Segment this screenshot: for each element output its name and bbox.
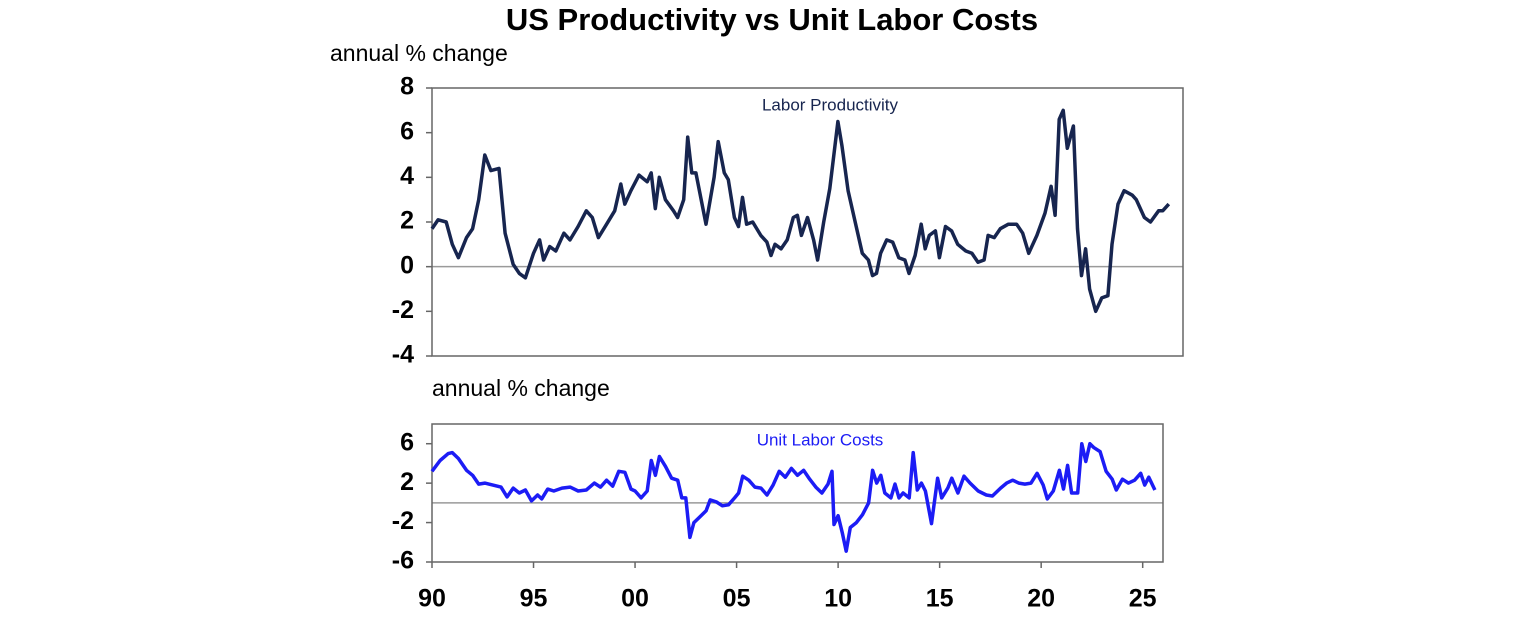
y-tick-label: 8: [400, 73, 414, 101]
x-tick-label: 95: [520, 585, 548, 613]
y-tick-label: 2: [400, 468, 414, 496]
y-tick-label: 4: [400, 162, 414, 190]
x-tick-label: 00: [621, 585, 649, 613]
y-tick-label: -2: [392, 296, 414, 324]
y-tick-label: 6: [400, 428, 414, 456]
x-tick-label: 10: [824, 585, 852, 613]
y-tick-label: -2: [392, 507, 414, 535]
y-tick-label: 6: [400, 117, 414, 145]
x-tick-label: 20: [1027, 585, 1055, 613]
y-tick-label: 2: [400, 207, 414, 235]
y-tick-label: -6: [392, 547, 414, 575]
y-axis-unit: annual % change: [432, 375, 610, 401]
y-axis-unit: annual % change: [330, 40, 508, 66]
series-line: [430, 441, 1157, 553]
y-tick-label: 0: [400, 251, 414, 279]
x-tick-label: 90: [418, 585, 446, 613]
series-label: Labor Productivity: [762, 95, 899, 114]
x-tick-label: 05: [723, 585, 751, 613]
y-tick-label: -4: [392, 341, 414, 369]
x-tick-label: 25: [1129, 585, 1157, 613]
series-line: [430, 108, 1171, 314]
plot-frame: [431, 423, 1164, 563]
chart-title: US Productivity vs Unit Labor Costs: [506, 2, 1038, 37]
x-tick-label: 15: [926, 585, 954, 613]
series-label: Unit Labor Costs: [757, 430, 884, 449]
